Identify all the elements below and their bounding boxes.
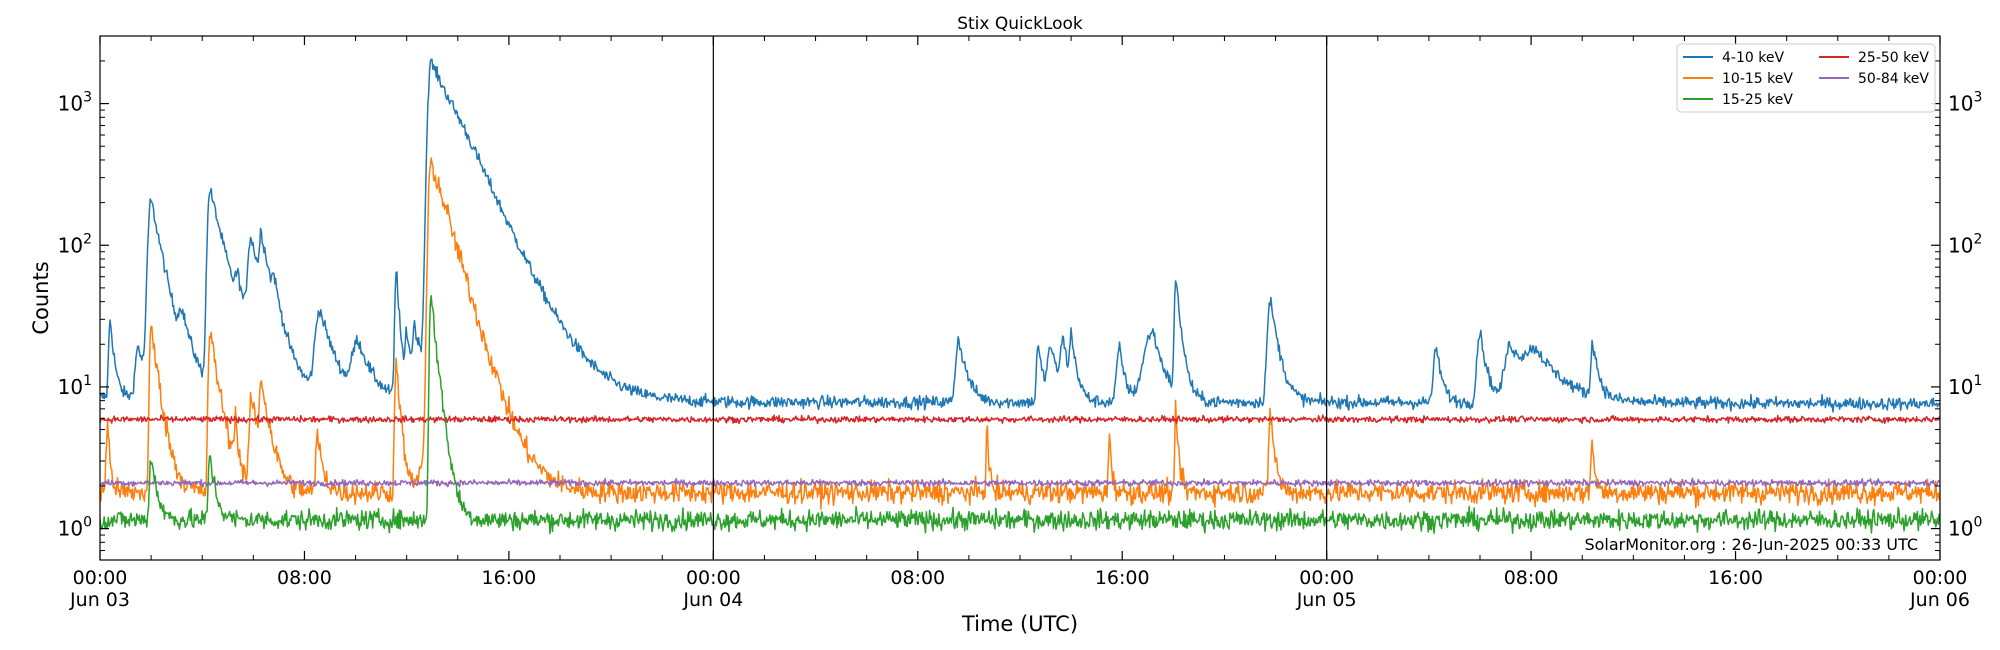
x-tick-date-label: Jun 04 [682,589,743,611]
x-tick-label: 08:00 [890,567,945,589]
plot-frame [99,35,1941,561]
y-axis-label: Counts [29,261,53,334]
x-tick-label: 16:00 [482,567,537,589]
x-tick-label: 08:00 [1504,567,1559,589]
x-tick-label: 16:00 [1095,567,1150,589]
legend-label: 4-10 keV [1722,50,1784,66]
legend-label: 50-84 keV [1858,71,1929,87]
legend-label: 25-50 keV [1858,50,1929,66]
y-tick-label: 102 [58,231,92,257]
y-tick-label: 103 [1948,90,1982,116]
x-tick-label: 16:00 [1708,567,1763,589]
series-line-25-50-kev [100,414,1940,425]
x-tick-label: 08:00 [277,567,332,589]
x-tick-date-label: Jun 06 [1909,589,1970,611]
y-tick-label: 102 [1948,231,1982,257]
x-tick-label: 00:00 [1913,567,1968,589]
legend: 4-10 keV 10-15 keV 15-25 keV 25-50 keV 50-84… [1676,43,1936,113]
series-line-15-25-kev [100,294,1940,535]
x-tick-label: 00:00 [1299,567,1354,589]
legend-label: 15-25 keV [1722,92,1793,108]
x-tick-label: 00:00 [686,567,741,589]
solarmonitor-annotation: SolarMonitor.org : 26-Jun-2025 00:33 UTC [1584,535,1918,554]
day-boundary-lines [712,36,1328,560]
x-axis-label: Time (UTC) [961,612,1078,636]
x-tick-label: 00:00 [73,567,128,589]
y-tick-label: 100 [1948,515,1982,541]
series-line-50-84-kev [100,477,1940,489]
y-tick-label: 101 [1948,373,1982,399]
y-axis: 100 100 101 101 102 102 103 103 [58,35,1982,561]
legend-box [1676,43,1936,113]
series-line-4-10-kev [100,58,1940,413]
x-tick-date-label: Jun 03 [69,589,130,611]
legend-label: 10-15 keV [1722,71,1793,87]
y-tick-label: 103 [58,90,92,116]
y-tick-label: 101 [58,373,92,399]
chart-title: Stix QuickLook [957,14,1083,34]
series-layer [100,58,1940,535]
series-line-10-15-kev [100,157,1940,510]
y-tick-label: 100 [58,515,92,541]
x-tick-date-label: Jun 05 [1296,589,1357,611]
